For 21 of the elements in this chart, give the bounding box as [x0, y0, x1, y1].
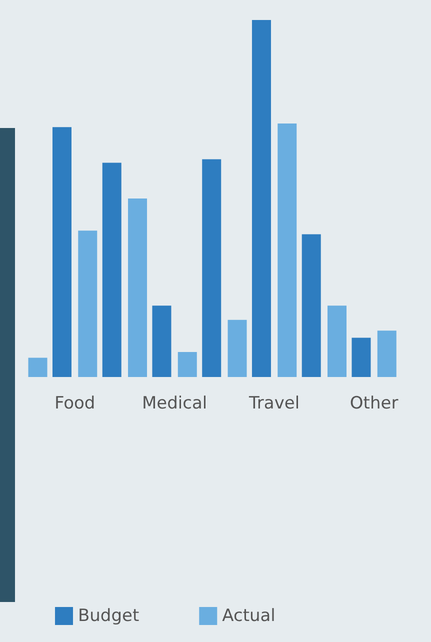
bar: [52, 127, 72, 377]
bar: [202, 159, 222, 377]
bar: [352, 338, 371, 377]
x-tick-label: Medical: [142, 394, 208, 414]
legend-label: Actual: [222, 606, 276, 626]
bar: [78, 230, 98, 377]
bar: [328, 306, 347, 377]
x-tick-label: Travel: [248, 394, 300, 414]
legend-label: Budget: [78, 606, 140, 626]
bar: [28, 358, 48, 377]
bar: [178, 352, 197, 377]
x-tick-label: Other: [350, 394, 398, 414]
bar: [152, 306, 172, 377]
bar: [302, 234, 321, 377]
bar: [102, 162, 122, 377]
x-tick-label: Food: [54, 394, 96, 414]
bar: [128, 198, 148, 377]
bar: [252, 20, 271, 377]
bar: [228, 320, 247, 377]
bar: [278, 124, 297, 377]
bar: [377, 330, 396, 377]
